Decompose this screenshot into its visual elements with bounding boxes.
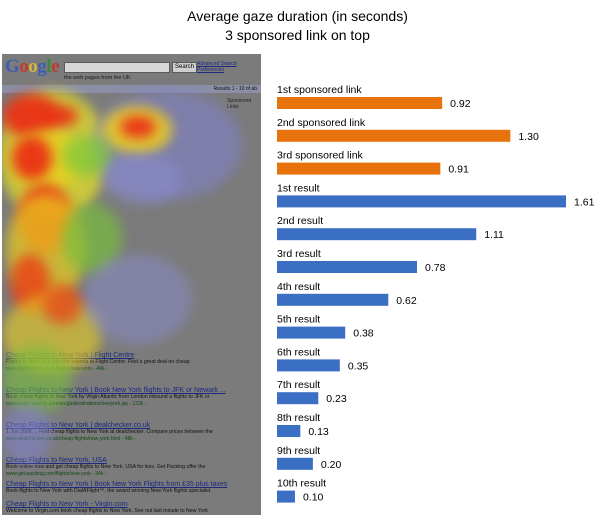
chart-subtitle: 3 sponsored link on top <box>225 27 370 43</box>
bar <box>277 162 441 175</box>
value-label: 1.61 <box>574 196 595 208</box>
category-label: 9th result <box>277 445 320 457</box>
bar <box>277 129 511 142</box>
bar <box>277 228 477 241</box>
category-label: 1st sponsored link <box>277 84 362 96</box>
category-label: 6th result <box>277 346 320 358</box>
value-label: 0.91 <box>448 164 469 176</box>
category-label: 2nd sponsored link <box>277 117 366 129</box>
chart-title: Average gaze duration (in seconds) <box>187 8 408 24</box>
value-label: 1.11 <box>484 229 504 241</box>
value-label: 0.10 <box>303 492 324 504</box>
category-label: 1st result <box>277 182 320 194</box>
results-info-bar: Results 1 - 10 of ab <box>2 85 261 93</box>
value-label: 0.13 <box>308 426 329 438</box>
search-input <box>64 62 170 73</box>
sponsored-heading: Sponsored Links <box>227 98 252 110</box>
result-item: Cheap Flights to New York | Book New Yor… <box>6 387 226 407</box>
value-label: 0.92 <box>450 98 471 110</box>
category-label: 3rd sponsored link <box>277 150 364 162</box>
category-label: 10th result <box>277 478 326 490</box>
bar <box>277 457 313 470</box>
bar <box>277 490 295 503</box>
google-logo: Google <box>5 56 59 77</box>
bar <box>277 261 418 273</box>
gaze-heatmap-image: Google Search Advanced Search Preference… <box>2 54 261 515</box>
value-label: 0.62 <box>396 295 417 307</box>
result-item: Cheap Flights to New York | dealchecker.… <box>6 422 213 442</box>
advanced-links: Advanced Search Preferences <box>197 61 237 73</box>
value-label: 0.20 <box>321 459 342 471</box>
category-label: 5th result <box>277 314 320 326</box>
search-button: Search <box>172 62 198 73</box>
result-item: Cheap Flights to New York - Virgin.com W… <box>6 501 208 514</box>
bar <box>277 392 319 405</box>
bar <box>277 97 443 109</box>
category-label: 7th result <box>277 379 320 391</box>
bar <box>277 326 346 339</box>
category-label: 8th result <box>277 412 320 424</box>
result-item: Cheap Flights to New York, USA Book onli… <box>6 457 206 477</box>
bar <box>277 425 301 437</box>
value-label: 0.38 <box>353 328 374 340</box>
value-label: 0.78 <box>425 262 446 274</box>
result-item: Cheap Flights to New York | Book New Yor… <box>6 481 228 494</box>
bar <box>277 195 566 208</box>
category-label: 3rd result <box>277 248 321 260</box>
value-label: 0.35 <box>348 360 369 372</box>
value-label: 1.30 <box>518 131 539 143</box>
bar <box>277 293 389 306</box>
search-scope-radio: the web pages from the UK <box>64 75 131 81</box>
bar <box>277 359 340 372</box>
category-label: 4th result <box>277 281 320 293</box>
value-label: 0.23 <box>326 393 347 405</box>
category-label: 2nd result <box>277 215 323 227</box>
